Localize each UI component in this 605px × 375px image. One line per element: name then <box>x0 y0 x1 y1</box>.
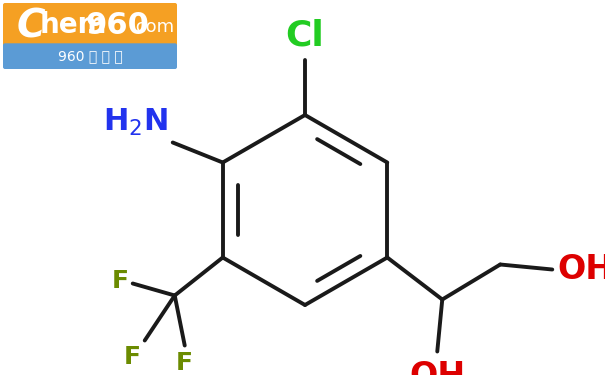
Text: Cl: Cl <box>286 18 324 52</box>
Text: F: F <box>176 351 193 375</box>
Text: F: F <box>124 345 141 369</box>
FancyBboxPatch shape <box>3 3 177 47</box>
FancyBboxPatch shape <box>3 43 177 69</box>
Text: OH: OH <box>409 360 465 375</box>
Text: H$_2$N: H$_2$N <box>103 106 168 138</box>
Text: F: F <box>112 270 129 294</box>
Text: hem: hem <box>40 11 108 39</box>
Text: OH: OH <box>557 253 605 286</box>
Text: 960 化 工 网: 960 化 工 网 <box>57 50 122 63</box>
Text: 960: 960 <box>85 10 149 39</box>
Text: C: C <box>17 8 45 46</box>
Text: .com: .com <box>130 18 174 36</box>
